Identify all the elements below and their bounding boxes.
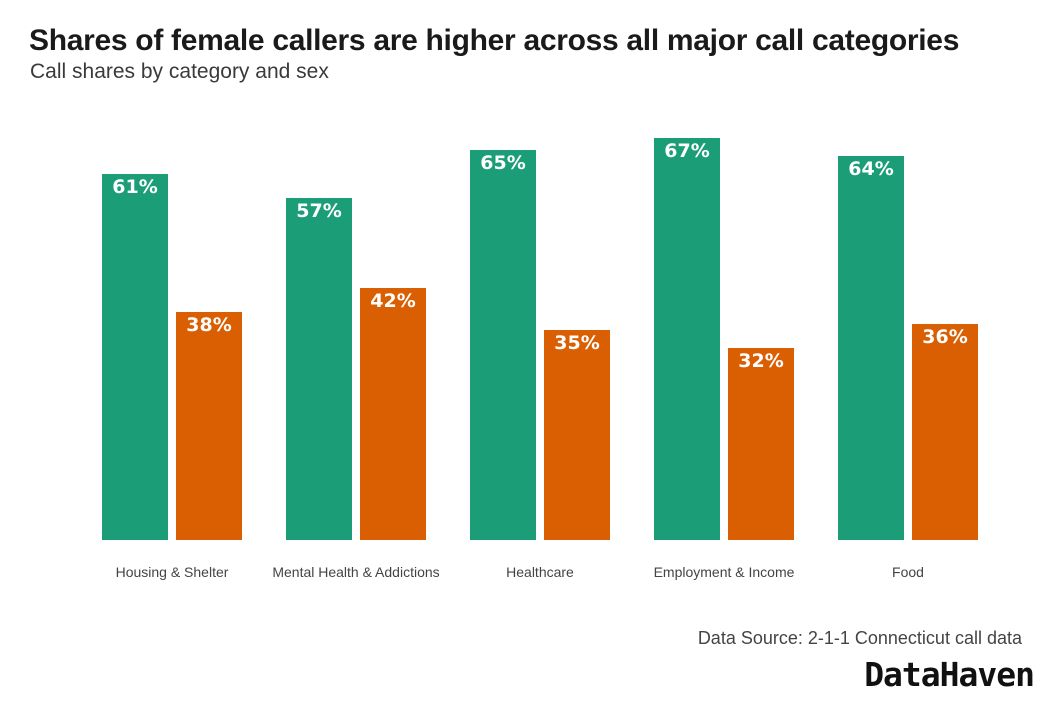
category-label: Food	[892, 564, 924, 580]
bar-value-label: 57%	[296, 200, 341, 222]
bar-value-label: 36%	[922, 326, 967, 348]
bar-value-label: 32%	[738, 350, 783, 372]
bar-female-1	[286, 198, 352, 540]
category-label: Mental Health & Addictions	[272, 564, 439, 580]
bar-value-label: 35%	[554, 332, 599, 354]
datahaven-logo: DataHaven	[864, 655, 1035, 694]
bar-female-3	[654, 138, 720, 540]
bar-value-label: 64%	[848, 158, 893, 180]
data-source-note: Data Source: 2-1-1 Connecticut call data	[697, 628, 1022, 648]
bar-value-label: 42%	[370, 290, 415, 312]
bar-female-2	[470, 150, 536, 540]
bar-male-4	[912, 324, 978, 540]
bar-value-label: 38%	[186, 314, 231, 336]
bar-value-label: 67%	[664, 140, 709, 162]
bar-chart: 61% 38% Housing & Shelter 57% 42% Mental Heal…	[102, 138, 978, 580]
bar-male-1	[360, 288, 426, 540]
bar-value-label: 61%	[112, 176, 157, 198]
bar-male-0	[176, 312, 242, 540]
category-label: Housing & Shelter	[116, 564, 229, 580]
bar-female-4	[838, 156, 904, 540]
chart-title: Shares of female callers are higher acro…	[29, 24, 960, 57]
bar-male-3	[728, 348, 794, 540]
bar-male-2	[544, 330, 610, 540]
category-label: Healthcare	[506, 564, 574, 580]
category-label: Employment & Income	[654, 564, 795, 580]
chart-subtitle: Call shares by category and sex	[30, 60, 329, 83]
bar-value-label: 65%	[480, 152, 525, 174]
bar-female-0	[102, 174, 168, 540]
